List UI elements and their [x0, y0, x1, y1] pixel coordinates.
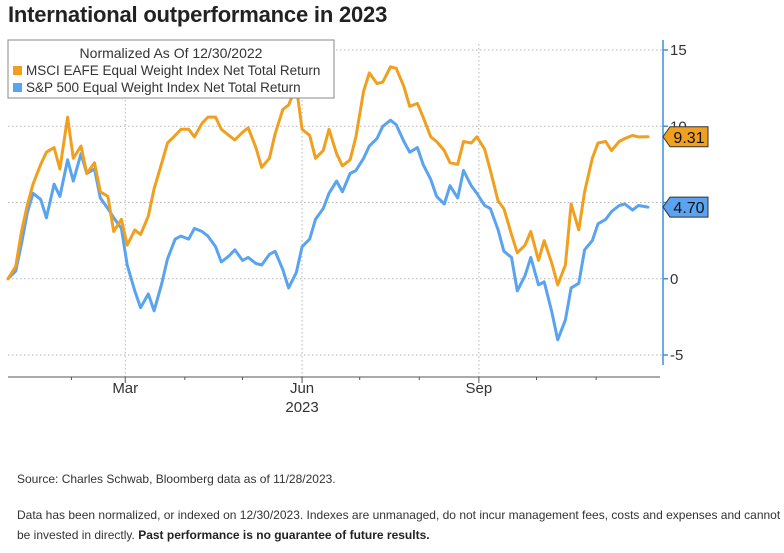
end-label-box	[662, 126, 709, 148]
legend-swatch-eafe	[13, 66, 22, 75]
x-axis: Mar Jun Sep 2023	[70, 377, 597, 416]
end-labels: 9.31 4.70	[662, 126, 709, 218]
end-label-value: 9.31	[673, 130, 704, 147]
x-tick-label: Sep	[466, 380, 493, 397]
y-tick-label: -5	[670, 347, 683, 364]
legend: Normalized As Of 12/30/2022 MSCI EAFE Eq…	[7, 39, 335, 99]
end-label-box	[662, 196, 709, 218]
disclaimer-bold: Past performance is no guarantee of futu…	[138, 528, 430, 542]
disclaimer-note: Data has been normalized, or indexed on …	[17, 505, 782, 545]
x-tick-label: Mar	[112, 380, 138, 397]
end-label-eafe: 9.31	[662, 126, 709, 148]
y-tick-label: 0	[670, 271, 678, 288]
end-label-sp500: 4.70	[662, 196, 709, 218]
legend-box	[7, 39, 335, 99]
series-layer	[6, 65, 650, 342]
x-year-label: 2023	[285, 399, 318, 416]
legend-title: Normalized As Of 12/30/2022	[80, 45, 263, 61]
page-title: International outperformance in 2023	[8, 2, 388, 27]
disclaimer-text: Data has been normalized, or indexed on …	[17, 508, 781, 542]
legend-label-eafe: MSCI EAFE Equal Weight Index Net Total R…	[26, 63, 320, 78]
series-line-eafe	[6, 65, 650, 287]
x-tick-label: Jun	[290, 380, 314, 397]
end-label-value: 4.70	[673, 200, 704, 217]
y-tick-label: 15	[670, 42, 687, 59]
source-note: Source: Charles Schwab, Bloomberg data a…	[17, 472, 336, 486]
legend-label-sp500: S&P 500 Equal Weight Index Net Total Ret…	[26, 80, 301, 95]
legend-swatch-sp500	[13, 83, 22, 92]
series-line-sp500	[6, 118, 650, 342]
